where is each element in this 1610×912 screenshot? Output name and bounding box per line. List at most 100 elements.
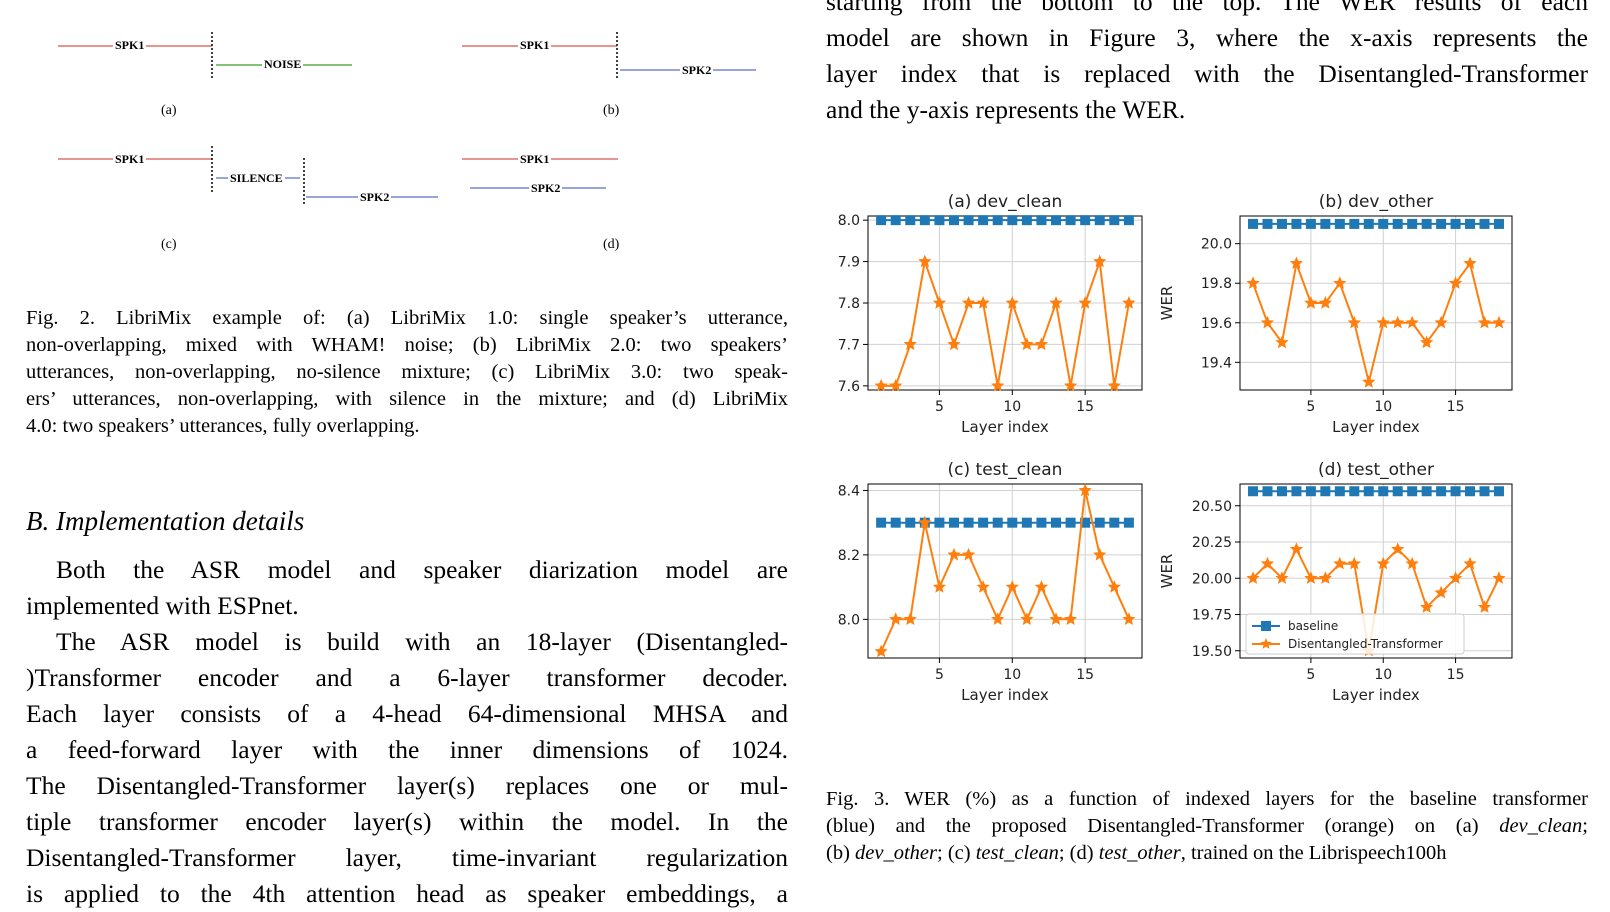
x-axis-label: Layer index (961, 418, 1049, 436)
diagram-d-spk2-label: SPK2 (529, 181, 563, 195)
x-tick-label: 5 (1306, 667, 1315, 683)
data-point-disentangled (1049, 612, 1063, 625)
data-point-baseline (1094, 517, 1105, 528)
diagram-c-spk1-label: SPK1 (113, 152, 147, 166)
data-point-baseline (1493, 486, 1504, 497)
data-point-baseline (1407, 486, 1418, 497)
data-point-baseline (1276, 218, 1287, 229)
caption-line-3: (b) dev_other; (c) test_clean; (d) test_… (826, 840, 1588, 867)
legend-box (1245, 613, 1465, 655)
data-point-disentangled (918, 515, 932, 529)
data-point-disentangled (1492, 571, 1506, 584)
diagram-c-silence-label: SILENCE (228, 171, 285, 185)
data-point-baseline (1021, 215, 1032, 226)
y-tick-label: 20.25 (1192, 535, 1232, 551)
section-heading: B. Implementation details (26, 506, 305, 536)
y-tick-label: 8.0 (838, 612, 860, 628)
x-tick-label: 10 (1003, 399, 1021, 415)
data-point-disentangled (1107, 580, 1121, 593)
data-point-baseline (1007, 517, 1018, 528)
data-point-disentangled (889, 378, 903, 392)
y-tick-label: 7.8 (838, 296, 860, 312)
data-point-baseline (1080, 215, 1091, 226)
body-line: and the y-axis represents the WER. (826, 95, 1186, 124)
x-axis-label: Layer index (961, 686, 1049, 704)
data-point-baseline (1465, 218, 1476, 229)
caption-dataset: test_clean (975, 842, 1059, 864)
data-point-disentangled (1034, 337, 1049, 351)
x-tick-label: 5 (935, 399, 944, 415)
data-point-disentangled (1347, 315, 1361, 329)
data-point-disentangled (1093, 547, 1107, 561)
caption-line: ers’ utterances, non-overlapping, with s… (26, 388, 788, 410)
data-point-baseline (1450, 218, 1461, 229)
legend-marker (1260, 638, 1272, 649)
body-line: layer index that is replaced with the Di… (826, 59, 1588, 88)
data-point-baseline (1123, 517, 1134, 528)
caption-text: , trained on the Librispeech100h (1180, 842, 1447, 864)
data-point-baseline (919, 215, 930, 226)
y-tick-label: 7.7 (838, 337, 860, 353)
body-line: model are shown in Figure 3, where the x… (826, 23, 1588, 52)
data-point-baseline (1320, 218, 1331, 229)
figure-3-caption: Fig. 3. WER (%) as a function of indexed… (826, 786, 1588, 867)
data-point-baseline (963, 215, 974, 226)
caption-text: ; (d) (1058, 842, 1099, 864)
data-point-baseline (1378, 218, 1389, 229)
diagram-a-noise-label: NOISE (262, 57, 304, 71)
data-point-disentangled (1333, 556, 1347, 570)
data-point-disentangled (1463, 256, 1477, 270)
data-point-baseline (1021, 517, 1032, 528)
data-point-disentangled (903, 612, 917, 625)
data-point-baseline (1334, 486, 1345, 497)
data-point-disentangled (1492, 315, 1506, 329)
y-tick-label: 7.6 (838, 379, 860, 395)
y-tick-label: 20.50 (1192, 499, 1232, 515)
diagram-a-sublabel: (a) (161, 103, 177, 118)
x-tick-label: 5 (935, 667, 944, 683)
data-point-baseline (1305, 218, 1316, 229)
legend-label: Disentangled-Transformer (1288, 637, 1443, 651)
x-tick-label: 15 (1447, 399, 1465, 415)
data-point-disentangled (1448, 276, 1463, 289)
data-point-baseline (1007, 215, 1018, 226)
x-tick-label: 10 (1003, 667, 1021, 683)
data-point-baseline (876, 517, 887, 528)
data-point-disentangled (918, 254, 932, 268)
data-point-baseline (1479, 486, 1490, 497)
y-axis-label: WER (1158, 286, 1176, 321)
caption-text: (b) (826, 842, 856, 864)
data-point-baseline (1248, 486, 1259, 497)
diagram-a-spk1-label: SPK1 (113, 38, 147, 52)
data-point-baseline (948, 215, 959, 226)
body-line: The ASR model is build with an 18-layer … (56, 627, 788, 656)
body-line: Disentangled-Transformer layer, time-inv… (26, 843, 788, 872)
x-tick-label: 15 (1076, 399, 1094, 415)
legend-label: baseline (1288, 619, 1338, 633)
data-point-baseline (1421, 218, 1432, 229)
body-line: a feed-forward layer with the inner dime… (26, 735, 788, 764)
data-point-baseline (1094, 215, 1105, 226)
data-point-baseline (1291, 486, 1302, 497)
data-point-baseline (876, 215, 887, 226)
data-point-baseline (1276, 486, 1287, 497)
data-point-disentangled (947, 547, 961, 561)
data-point-baseline (1334, 218, 1345, 229)
data-point-disentangled (1477, 600, 1492, 613)
data-point-disentangled (1448, 571, 1463, 584)
data-point-disentangled (1362, 375, 1376, 388)
data-point-disentangled (1122, 612, 1136, 625)
data-point-disentangled (1391, 542, 1405, 555)
data-point-disentangled (1020, 612, 1034, 625)
data-point-disentangled (1304, 571, 1318, 584)
plot-frame (1239, 215, 1513, 391)
body-line: implemented with ESPnet. (26, 591, 299, 620)
data-point-baseline (934, 215, 945, 226)
data-point-disentangled (1405, 315, 1419, 329)
data-point-baseline (1421, 486, 1432, 497)
figure-3-charts: 5 10 15 7.6 7.7 7.8 7.9 8.0 (a) dev_clean Layer i… (838, 192, 1513, 704)
data-point-baseline (1036, 215, 1047, 226)
data-point-disentangled (1376, 556, 1390, 570)
data-point-disentangled (1376, 315, 1390, 329)
x-axis-label: Layer index (1332, 418, 1420, 436)
